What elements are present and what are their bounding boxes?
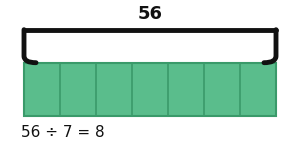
Text: 56: 56 xyxy=(137,5,163,23)
Bar xyxy=(24,63,276,116)
Text: 56 ÷ 7 = 8: 56 ÷ 7 = 8 xyxy=(21,125,105,140)
